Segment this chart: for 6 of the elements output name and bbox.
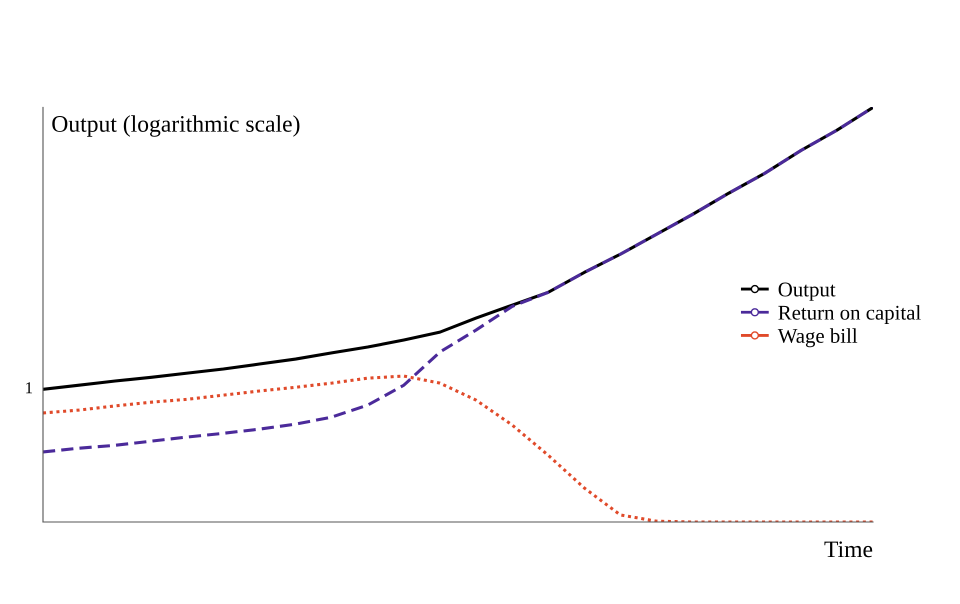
text: 1 [26, 382, 32, 394]
legend-label: Return on capital [778, 305, 921, 324]
legend-label: Output [778, 282, 836, 301]
x-axis-title: Time [824, 541, 872, 558]
legend-label: Wage bill [778, 328, 858, 348]
y-axis-title: Output (logarithmic scale) [52, 115, 300, 137]
